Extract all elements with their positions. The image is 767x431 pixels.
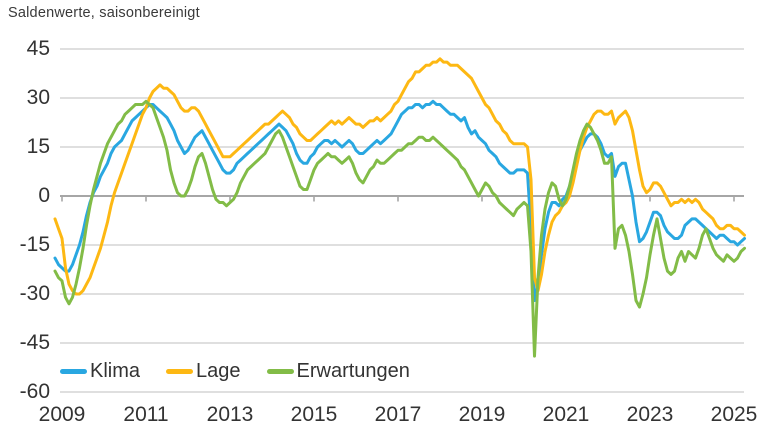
- series-line-lage: [53, 57, 746, 296]
- legend-label-lage: Lage: [196, 360, 241, 382]
- y-axis-label: 30: [26, 86, 50, 109]
- y-axis-label: -30: [19, 282, 50, 305]
- x-axis-label: 2023: [626, 403, 674, 426]
- series-line-erwartungen: [53, 99, 746, 358]
- legend-label-erwartungen: Erwartungen: [296, 360, 410, 382]
- x-axis-label: 2011: [123, 403, 169, 426]
- y-axis-label: 15: [26, 135, 50, 158]
- legend-item-lage: Lage: [166, 360, 241, 383]
- y-axis-label: -45: [19, 331, 50, 354]
- legend-line-erwartungen-icon: [266, 369, 294, 374]
- x-axis-label: 2025: [710, 403, 758, 426]
- y-axis-label: 0: [38, 184, 50, 207]
- x-axis-label: 2009: [38, 403, 86, 426]
- x-axis-label: 2013: [206, 403, 254, 426]
- chart-legend: Klima Lage Erwartungen: [60, 359, 410, 384]
- x-axis-label: 2021: [542, 403, 590, 426]
- y-axis-label: -60: [19, 380, 50, 403]
- legend-line-klima-icon: [60, 369, 87, 374]
- x-axis-label: 2017: [374, 403, 422, 426]
- x-axis-label: 2019: [458, 403, 506, 426]
- y-axis-label: -15: [19, 233, 50, 256]
- legend-line-lage-icon: [166, 369, 194, 374]
- series-line-klima: [53, 99, 746, 302]
- x-axis-label: 2015: [290, 403, 338, 426]
- legend-item-klima: Klima: [60, 360, 140, 383]
- chart-title: Saldenwerte, saisonbereinigt: [8, 5, 200, 21]
- y-axis-label: 45: [26, 37, 50, 60]
- legend-item-erwartungen: Erwartungen: [266, 360, 410, 383]
- legend-label-klima: Klima: [90, 360, 141, 382]
